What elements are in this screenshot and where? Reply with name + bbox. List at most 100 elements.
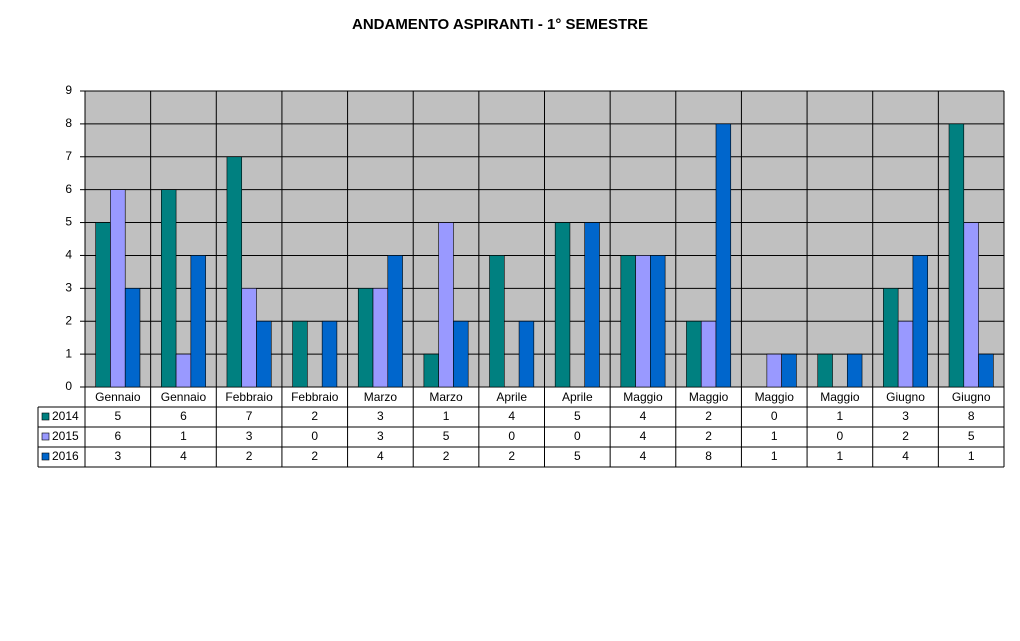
y-tick-label: 6 (65, 182, 72, 196)
table-cell: 3 (377, 429, 384, 443)
table-cell: 4 (902, 449, 909, 463)
table-cell: 0 (771, 409, 778, 423)
x-tick-label: Febbraio (291, 390, 339, 404)
bar (438, 222, 454, 388)
y-tick-label: 5 (65, 215, 72, 229)
table-cell: 4 (640, 449, 647, 463)
bar (584, 222, 600, 388)
x-tick-label: Giugno (952, 390, 991, 404)
table-cell: 4 (508, 409, 515, 423)
table-cell: 1 (837, 409, 844, 423)
bar (489, 255, 505, 388)
legend-key (41, 432, 50, 441)
bar (781, 353, 797, 388)
legend-label: 2015 (52, 429, 79, 443)
x-tick-label: Gennaio (95, 390, 141, 404)
table-cell: 5 (114, 409, 121, 423)
table-cell: 2 (311, 449, 318, 463)
table-cell: 1 (771, 429, 778, 443)
table-cell: 2 (508, 449, 515, 463)
y-tick-label: 4 (65, 248, 72, 262)
bar (387, 255, 403, 388)
table-cell: 8 (968, 409, 975, 423)
x-tick-label: Marzo (364, 390, 398, 404)
bar (357, 288, 374, 388)
x-tick-label: Maggio (689, 390, 729, 404)
bar (175, 353, 192, 388)
bar (897, 320, 914, 388)
table-cell: 2 (443, 449, 450, 463)
bar (372, 288, 389, 388)
table-cell: 0 (574, 429, 581, 443)
table-cell: 1 (771, 449, 778, 463)
table-cell: 0 (837, 429, 844, 443)
bar (226, 156, 243, 388)
x-tick-label: Maggio (820, 390, 860, 404)
table-cell: 3 (377, 409, 384, 423)
bar (766, 353, 782, 388)
bar (963, 222, 979, 388)
table-cell: 1 (180, 429, 187, 443)
x-tick-label: Febbraio (225, 390, 273, 404)
legend-key (41, 412, 50, 421)
bar (256, 320, 272, 388)
table-cell: 5 (574, 449, 581, 463)
table-cell: 4 (180, 449, 187, 463)
table-cell: 4 (640, 409, 647, 423)
bar (554, 222, 571, 388)
bar (686, 320, 702, 388)
y-tick-label: 3 (65, 281, 72, 295)
table-cell: 2 (311, 409, 318, 423)
y-tick-label: 7 (65, 149, 72, 163)
x-tick-label: Marzo (429, 390, 463, 404)
bar (124, 288, 141, 388)
table-cell: 2 (705, 409, 712, 423)
table-cell: 6 (114, 429, 121, 443)
table-cell: 0 (508, 429, 515, 443)
table-cell: 0 (311, 429, 318, 443)
table-cell: 4 (377, 449, 384, 463)
table-cell: 8 (705, 449, 712, 463)
bar (883, 288, 899, 388)
bar (453, 320, 469, 388)
bar (241, 288, 257, 388)
bar (635, 255, 651, 388)
bar (846, 353, 863, 388)
bar (817, 353, 833, 388)
legend-key (41, 452, 50, 461)
bar (948, 123, 965, 388)
table-cell: 1 (443, 409, 450, 423)
table-cell: 2 (705, 429, 712, 443)
table-cell: 6 (180, 409, 187, 423)
bar (978, 353, 994, 388)
x-tick-label: Aprile (562, 390, 593, 404)
table-cell: 3 (902, 409, 909, 423)
bar (190, 255, 206, 388)
legend-label: 2016 (52, 449, 79, 463)
table-cell: 7 (246, 409, 253, 423)
bar (700, 320, 717, 388)
x-tick-label: Maggio (755, 390, 795, 404)
legend-label: 2014 (52, 409, 79, 423)
table-cell: 5 (574, 409, 581, 423)
bar (110, 189, 126, 388)
y-tick-label: 9 (65, 83, 72, 97)
bar (715, 123, 732, 388)
x-tick-label: Maggio (623, 390, 663, 404)
y-tick-label: 8 (65, 116, 72, 130)
x-tick-label: Giugno (886, 390, 925, 404)
table-cell: 1 (968, 449, 975, 463)
x-tick-label: Aprile (496, 390, 527, 404)
bar (292, 320, 308, 388)
table-cell: 5 (443, 429, 450, 443)
y-tick-label: 2 (65, 313, 72, 327)
chart-title: ANDAMENTO ASPIRANTI - 1° SEMESTRE (352, 16, 648, 33)
bar (518, 320, 535, 388)
table-cell: 2 (246, 449, 253, 463)
table-cell: 5 (968, 429, 975, 443)
y-tick-label: 1 (65, 346, 72, 360)
table-cell: 3 (246, 429, 253, 443)
bar (95, 222, 111, 388)
